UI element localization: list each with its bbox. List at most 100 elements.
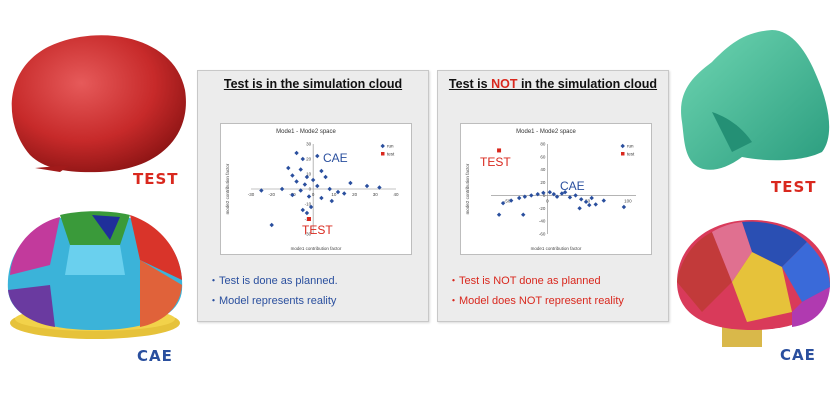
run-point	[589, 195, 594, 201]
run-point	[547, 190, 553, 195]
run-point	[583, 199, 589, 205]
run-point	[579, 197, 584, 202]
x-tick-label: 0	[312, 192, 315, 197]
run-point	[294, 179, 299, 184]
x-tick-label: -50	[504, 198, 511, 203]
bullet-item: ・Model represents reality	[208, 295, 337, 307]
run-point	[290, 173, 295, 178]
test-airbag-green-image	[681, 30, 830, 170]
bullet-list: ・Test is done as planned. ・Model represe…	[208, 271, 338, 311]
run-point	[567, 195, 573, 200]
y-axis-label: mode2 contribution factor	[225, 163, 230, 214]
run-point	[364, 183, 370, 189]
cae-cloud-label: CAE	[323, 151, 348, 165]
left-cae-label: CAE	[137, 347, 173, 365]
y-tick-label: -20	[539, 206, 546, 211]
panel-not-in-cloud: Test is NOT in the simulation cloud Mode…	[437, 70, 669, 322]
run-point	[348, 180, 353, 186]
run-point	[290, 192, 295, 198]
run-point	[529, 193, 534, 198]
legend-label: run	[387, 144, 394, 149]
y-tick-label: -40	[539, 219, 546, 224]
run-point	[315, 153, 320, 159]
x-tick-label: 10	[331, 192, 337, 197]
right-test-label: TEST	[771, 178, 817, 196]
y-axis-label: mode2 contribution factor	[465, 163, 470, 214]
scatter-chart: Mode1 - Mode2 space-50 0 50 100806040200-20…	[465, 129, 636, 251]
run-point	[554, 194, 560, 199]
run-point	[319, 168, 324, 174]
test-point	[307, 217, 311, 221]
bullet-item: ・Test is NOT done as planned	[448, 275, 601, 287]
run-point	[269, 222, 274, 228]
run-point	[298, 188, 303, 193]
panel-title: Test is NOT in the simulation cloud	[448, 77, 658, 91]
run-point	[259, 188, 264, 193]
test-airbag-red-image	[11, 35, 186, 173]
run-point	[286, 165, 291, 171]
y-tick-label: -30	[305, 232, 312, 237]
run-point	[302, 182, 308, 187]
bullet-item: ・Model does NOT represent reality	[448, 295, 624, 307]
legend-label: test	[627, 152, 635, 157]
legend-marker	[621, 152, 625, 156]
legend-marker	[380, 143, 385, 149]
test-point	[497, 148, 502, 153]
x-tick-label: 50	[585, 198, 591, 203]
run-point	[300, 207, 305, 213]
run-point	[304, 174, 310, 180]
x-tick-label: 30	[373, 192, 379, 197]
run-point	[308, 204, 314, 210]
scatter-chart-box: Mode1 - Mode2 space -50 0 50 100 80 60 40 20 0 -20…	[460, 123, 652, 255]
panel-title: Test is in the simulation cloud	[223, 77, 403, 91]
legend-label: test	[387, 152, 395, 157]
chart-title: Mode1 - Mode2 space	[276, 129, 336, 135]
x-axis-label: mode1 contribution factor	[291, 246, 342, 251]
run-point	[304, 210, 310, 216]
run-point	[496, 212, 502, 217]
legend-marker	[381, 152, 385, 156]
y-tick-label: 0	[543, 193, 546, 198]
bullet-list: ・Test is NOT done as planned ・Model does…	[448, 271, 624, 311]
legend-label: run	[627, 144, 634, 149]
run-point	[521, 212, 526, 217]
run-point	[516, 195, 522, 201]
cae-airbag-multicolor-image	[677, 220, 830, 347]
run-point	[377, 185, 382, 190]
panel-in-cloud: Test is in the simulation cloud Mode1 - …	[197, 70, 429, 322]
test-point-label: TEST	[302, 223, 333, 237]
right-cae-label: CAE	[780, 346, 816, 364]
run-point	[621, 204, 627, 210]
y-tick-label: 20	[540, 180, 546, 185]
run-point	[319, 195, 324, 201]
run-point	[310, 177, 316, 183]
run-point	[329, 198, 334, 204]
chart-title: Mode1 - Mode2 space	[516, 129, 576, 135]
run-point	[300, 156, 305, 162]
run-point	[327, 186, 332, 192]
test-point-label: TEST	[480, 155, 511, 169]
x-tick-label: -20	[268, 192, 275, 197]
run-point	[500, 200, 506, 206]
legend-marker	[620, 143, 625, 149]
run-point	[601, 198, 606, 203]
run-point	[279, 186, 285, 192]
x-tick-label: -30	[248, 192, 255, 197]
run-point	[315, 183, 320, 189]
bullet-item: ・Test is done as planned.	[208, 275, 338, 287]
run-point	[323, 174, 328, 180]
run-point	[294, 150, 299, 156]
y-tick-label: 40	[540, 167, 546, 172]
x-axis-label: mode1 contribution factor	[531, 246, 582, 251]
y-tick-label: 80	[540, 142, 546, 147]
x-tick-label: 40	[393, 192, 399, 197]
x-tick-label: 100	[624, 198, 632, 203]
y-tick-label: 0	[309, 187, 312, 192]
y-tick-label: -60	[539, 232, 546, 237]
run-point	[577, 206, 582, 211]
cae-cloud-label: CAE	[560, 179, 585, 193]
y-tick-label: 60	[540, 154, 546, 159]
left-test-label: TEST	[133, 170, 179, 188]
run-point	[335, 189, 341, 195]
scatter-chart: Mode1 - Mode2 space-30-20-10010203040302…	[225, 129, 399, 251]
